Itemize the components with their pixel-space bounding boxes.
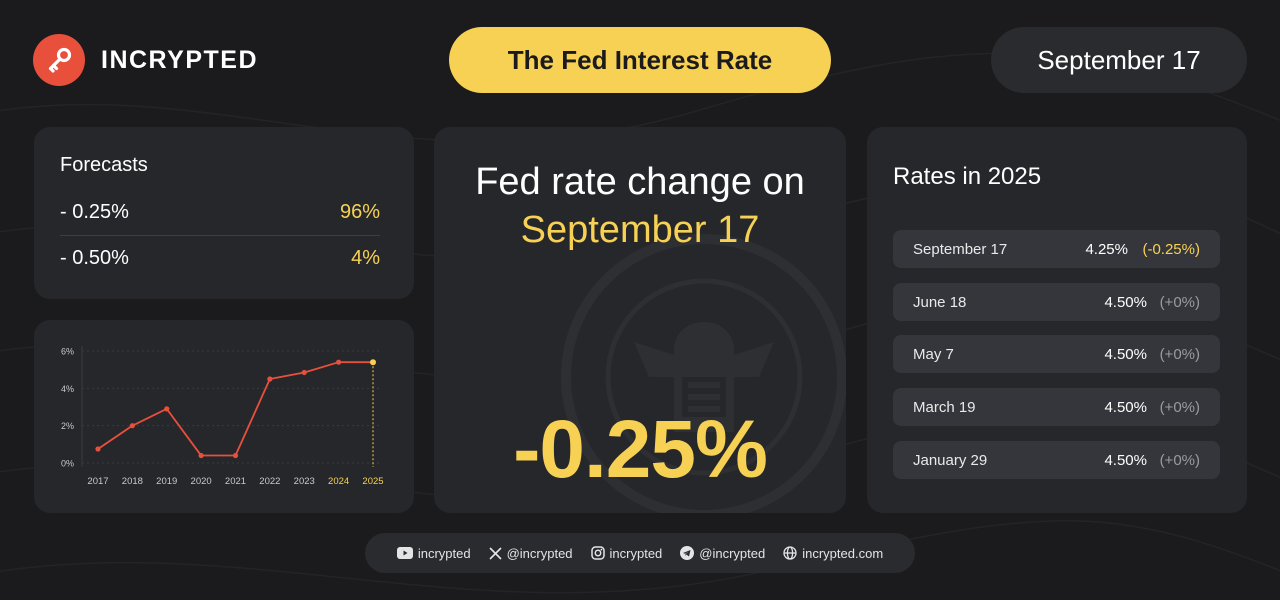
rate-change: (+0%) (1159, 399, 1200, 416)
rates-title: Rates in 2025 (893, 163, 1042, 190)
social-links-bar: incrypted @incrypted incrypted @incrypte… (365, 533, 915, 573)
x-link[interactable]: @incrypted (489, 546, 573, 561)
instagram-icon (590, 546, 605, 560)
forecast-row: - 0.25% 96% (60, 201, 380, 224)
rate-date: March 19 (913, 399, 976, 416)
rates-2025-card: Rates in 2025 September 17 4.25% (-0.25%… (867, 127, 1247, 513)
headline-date: September 17 (520, 209, 760, 251)
website-url: incrypted.com (802, 545, 884, 561)
rate-change-card: Fed rate change on September 17 -0.25% (434, 127, 846, 513)
rate-history-chart-card: 0% 2% 4% 6% 2017 2018 2019 2020 2021 2022 2023 2024… (34, 320, 414, 513)
forecast-probability: 4% (351, 247, 380, 269)
rate-row: June 18 4.50% (+0%) (893, 283, 1220, 321)
brand-logo: INCRYPTED (33, 34, 258, 86)
x-tick-label: 2017 (87, 476, 108, 487)
forecast-row: - 0.50% 4% (60, 247, 380, 270)
y-tick-label: 0% (61, 459, 74, 469)
rate-change: (+0%) (1159, 294, 1200, 311)
forecast-probability: 96% (339, 201, 380, 223)
forecasts-title: Forecasts (60, 154, 148, 176)
rate-date: May 7 (913, 346, 954, 363)
website-link[interactable]: incrypted.com (783, 546, 883, 561)
x-tick-label: 2021 (225, 476, 246, 487)
rate-row: January 29 4.50% (+0%) (893, 441, 1220, 479)
x-handle: @incrypted (506, 545, 573, 561)
telegram-icon (680, 546, 695, 560)
data-point (267, 376, 273, 382)
rate-row: September 17 4.25% (-0.25%) (893, 230, 1220, 268)
x-icon (489, 546, 502, 560)
key-icon (33, 34, 85, 86)
globe-icon (783, 546, 797, 560)
rate-date: January 29 (913, 452, 988, 469)
page-title: The Fed Interest Rate (449, 27, 831, 93)
forecast-label: - 0.25% (60, 201, 129, 223)
data-point (232, 452, 239, 459)
rate-value: 4.50% (1104, 294, 1147, 311)
x-tick-label: 2020 (191, 476, 212, 487)
x-tick-label: 2025 (362, 476, 383, 487)
x-tick-label: 2018 (122, 476, 143, 487)
telegram-link[interactable]: @incrypted (680, 546, 765, 561)
headline-line-1: Fed rate change on (475, 161, 805, 203)
x-tick-label: 2022 (259, 476, 280, 487)
series-line (97, 361, 339, 457)
x-tick-label: 2023 (294, 476, 315, 487)
y-tick-label: 4% (61, 384, 74, 394)
rate-value: 4.25% (1085, 241, 1128, 258)
brand-name: INCRYPTED (101, 45, 259, 74)
x-tick-label: 2024 (328, 476, 349, 487)
rate-value: 4.50% (1104, 399, 1147, 416)
youtube-icon (396, 547, 413, 559)
data-point (198, 452, 204, 459)
data-point (370, 359, 376, 366)
rate-value: 4.50% (1104, 452, 1147, 469)
y-tick-label: 2% (61, 421, 74, 431)
telegram-handle: @incrypted (699, 545, 766, 561)
rate-row: May 7 4.50% (+0%) (893, 335, 1220, 373)
data-point (336, 359, 342, 365)
federal-reserve-seal-watermark (561, 234, 846, 513)
rate-change: (-0.25%) (1142, 241, 1200, 258)
rate-date: June 18 (913, 294, 967, 311)
data-point (95, 446, 101, 452)
youtube-handle: incrypted (417, 545, 471, 561)
instagram-link[interactable]: incrypted (590, 545, 663, 561)
x-tick-label: 2019 (156, 476, 177, 487)
data-point (164, 406, 170, 412)
rate-row: March 19 4.50% (+0%) (893, 388, 1220, 426)
rate-change-value: -0.25% (513, 404, 768, 495)
y-tick-label: 6% (61, 347, 74, 357)
rate-value: 4.50% (1104, 346, 1147, 363)
youtube-link[interactable]: incrypted (396, 545, 471, 561)
rate-history-chart: 0% 2% 4% 6% 2017 2018 2019 2020 2021 2022 2023 2024… (61, 346, 384, 487)
data-point (301, 369, 307, 376)
date-badge: September 17 (991, 27, 1247, 93)
divider (60, 235, 380, 236)
instagram-handle: incrypted (609, 545, 663, 561)
rate-change: (+0%) (1159, 346, 1200, 363)
data-point (129, 423, 135, 429)
rate-change: (+0%) (1159, 452, 1200, 469)
rate-date: September 17 (913, 241, 1008, 258)
forecast-label: - 0.50% (60, 247, 129, 269)
forecasts-card: Forecasts - 0.25% 96% - 0.50% 4% (34, 127, 414, 299)
